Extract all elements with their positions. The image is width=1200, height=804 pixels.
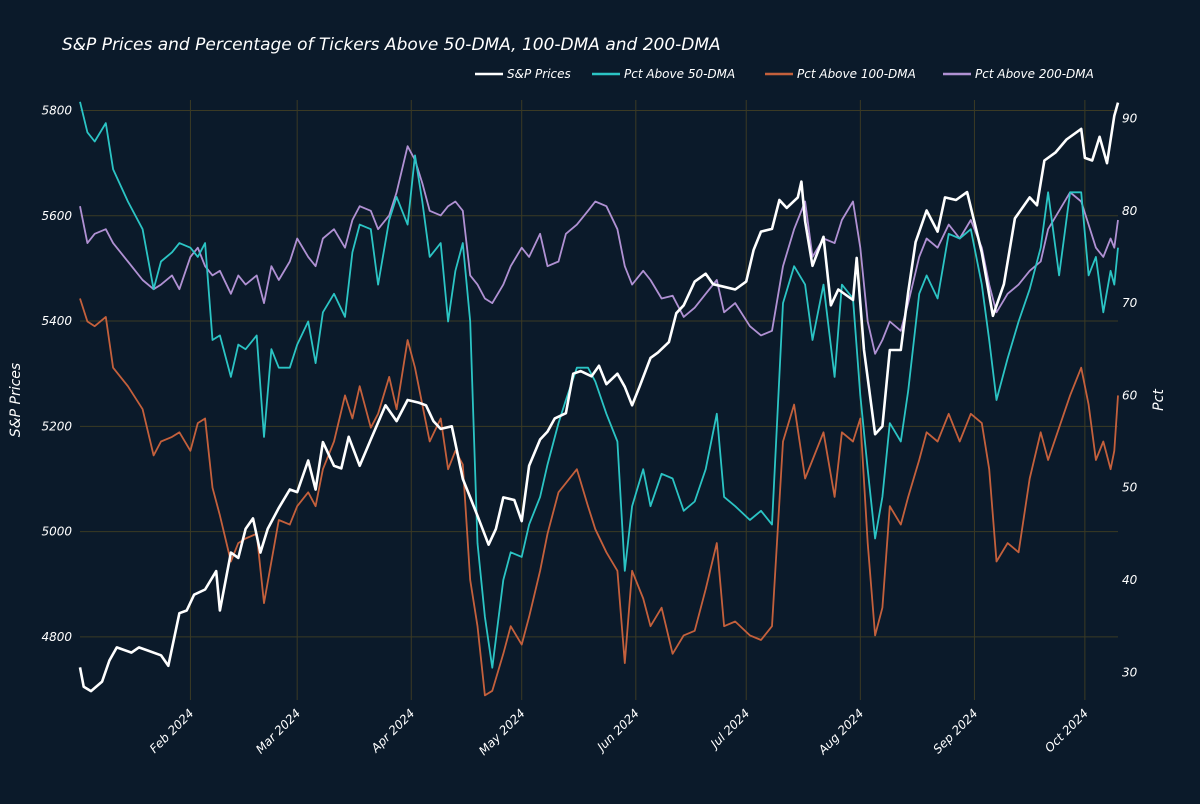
y-right-tick-label: 40 xyxy=(1122,573,1138,587)
legend-item[interactable]: Pct Above 50-DMA xyxy=(592,67,735,81)
y-right-tick-label: 30 xyxy=(1122,665,1138,679)
y-right-axis: 30 40 50 60 70 80 90 xyxy=(1122,111,1138,679)
y-left-tick-label: 5000 xyxy=(41,525,72,539)
series-line-0 xyxy=(78,102,1120,693)
y-left-tick-label: 4800 xyxy=(41,630,72,644)
y-right-tick-label: 60 xyxy=(1122,388,1138,402)
y-left-tick-label: 5800 xyxy=(41,104,72,118)
legend-item[interactable]: Pct Above 200-DMA xyxy=(943,67,1094,81)
y-left-tick-label: 5600 xyxy=(41,209,72,223)
y-left-tick-label: 5200 xyxy=(41,419,72,433)
series-line-1 xyxy=(79,101,1119,669)
y-right-tick-label: 90 xyxy=(1122,111,1138,125)
series-lines xyxy=(78,101,1120,697)
y-right-tick-label: 80 xyxy=(1122,204,1138,218)
chart-title: S&P Prices and Percentage of Tickers Abo… xyxy=(62,35,721,55)
legend-label: S&P Prices xyxy=(507,67,571,81)
legend-label: Pct Above 200-DMA xyxy=(975,67,1094,81)
y-right-tick-label: 70 xyxy=(1122,296,1138,310)
series-line-2 xyxy=(79,298,1119,697)
y-right-axis-label: Pct xyxy=(1151,389,1167,411)
series-line-3 xyxy=(79,145,1119,355)
legend-label: Pct Above 50-DMA xyxy=(624,67,735,81)
y-left-tick-label: 5400 xyxy=(41,314,72,328)
y-left-axis-label: S&P Prices xyxy=(8,363,24,437)
legend-label: Pct Above 100-DMA xyxy=(797,67,916,81)
legend-item[interactable]: Pct Above 100-DMA xyxy=(765,67,916,81)
legend: S&P Prices Pct Above 50-DMA Pct Above 100-… xyxy=(475,67,1094,81)
legend-item[interactable]: S&P Prices xyxy=(475,67,571,81)
y-left-axis: 4800 5000 5200 5400 5600 5800 xyxy=(41,104,72,644)
y-right-tick-label: 50 xyxy=(1122,481,1138,495)
